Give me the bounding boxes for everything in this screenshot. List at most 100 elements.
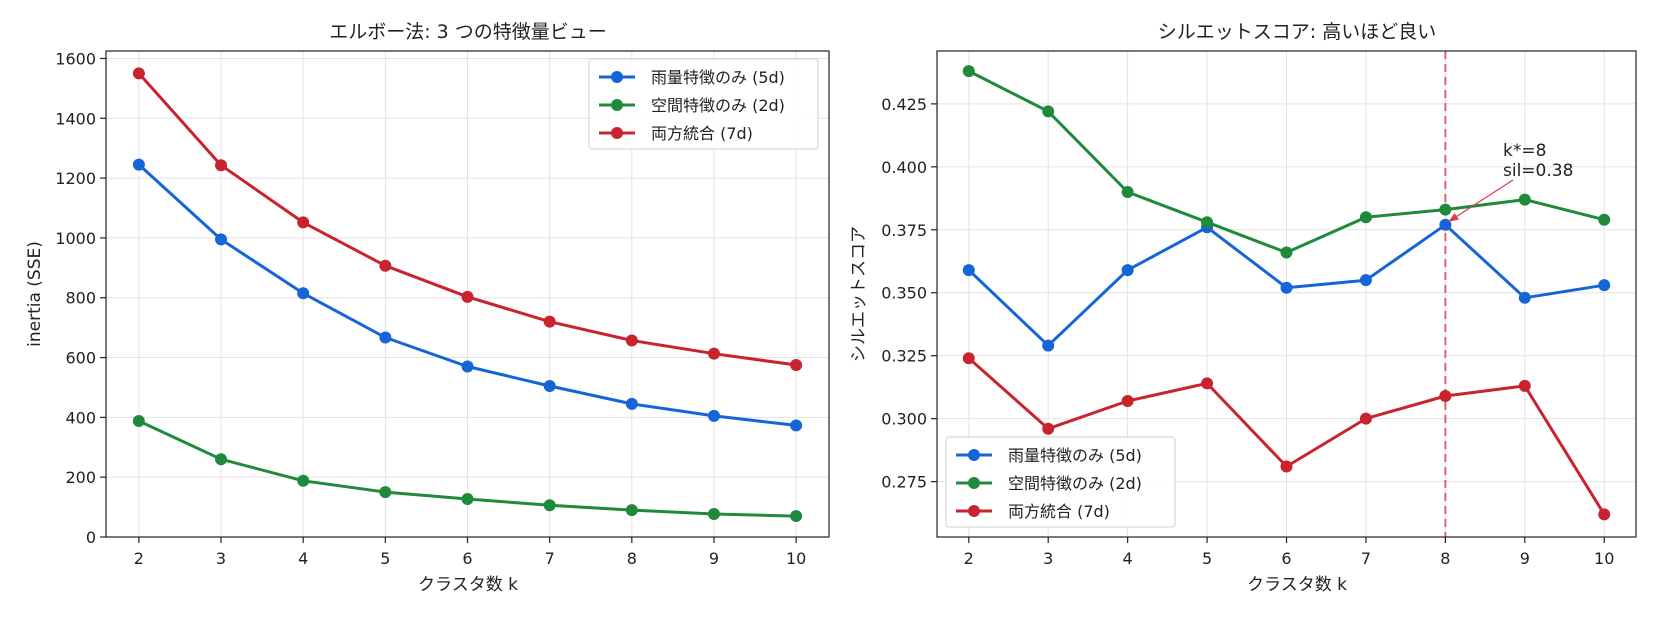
- elbow-data-point: [215, 233, 228, 246]
- elbow-y-tick-label: 200: [65, 468, 96, 487]
- silhouette-data-point: [1359, 412, 1372, 425]
- elbow-data-point: [132, 158, 145, 171]
- silhouette-legend-box: [945, 436, 1176, 528]
- elbow-data-point: [297, 287, 310, 300]
- silhouette-data-point: [1042, 105, 1055, 118]
- elbow-y-tick-label: 400: [65, 408, 96, 427]
- elbow-series-0: [132, 158, 803, 432]
- elbow-data-point: [707, 507, 720, 520]
- silhouette-data-point: [1439, 389, 1452, 402]
- elbow-data-point: [379, 259, 392, 272]
- elbow-y-tick-label: 600: [65, 349, 96, 368]
- elbow-data-point: [625, 334, 638, 347]
- silhouette-data-point: [1359, 274, 1372, 287]
- silhouette-legend-swatch-marker: [968, 449, 980, 461]
- silhouette-series-2: [962, 352, 1611, 521]
- elbow-series-1: [132, 414, 803, 523]
- elbow-data-point: [215, 159, 228, 172]
- silhouette-legend-swatch-marker: [968, 477, 980, 489]
- silhouette-data-point: [1518, 291, 1531, 304]
- silhouette-chart-title: シルエットスコア: 高いほど良い: [1158, 21, 1436, 43]
- silhouette-series-layer: [962, 65, 1611, 521]
- silhouette-data-point: [1518, 193, 1531, 206]
- silhouette-x-tick-label: 2: [964, 549, 974, 568]
- annotation-k-label: k*=8: [1503, 141, 1546, 161]
- silhouette-data-point: [1439, 203, 1452, 216]
- elbow-y-tick-label: 1400: [55, 109, 96, 128]
- silhouette-y-tick-label: 0.425: [881, 95, 927, 114]
- silhouette-x-tick-label: 4: [1123, 549, 1133, 568]
- silhouette-data-point: [1121, 395, 1134, 408]
- silhouette-data-point: [1598, 508, 1611, 521]
- elbow-x-tick-label: 6: [462, 549, 472, 568]
- silhouette-data-point: [1121, 264, 1134, 277]
- elbow-legend: 雨量特徴のみ (5d) 空間特徴のみ (2d) 両方統合 (7d): [588, 58, 819, 150]
- silhouette-data-point: [1201, 216, 1214, 229]
- elbow-x-tick-label: 8: [627, 549, 637, 568]
- elbow-x-tick-label: 9: [709, 549, 719, 568]
- elbow-data-point: [707, 347, 720, 360]
- elbow-x-tick-label: 3: [216, 549, 226, 568]
- elbow-series-layer: [132, 67, 803, 523]
- silhouette-x-ticks: 2 3 4 5 6 7 8 9 10: [964, 537, 1614, 568]
- elbow-data-point: [379, 486, 392, 499]
- silhouette-x-tick-label: 9: [1520, 549, 1530, 568]
- silhouette-data-point: [1121, 186, 1134, 199]
- silhouette-series-1: [962, 65, 1611, 259]
- silhouette-x-tick-label: 6: [1281, 549, 1291, 568]
- elbow-x-tick-label: 10: [786, 549, 806, 568]
- elbow-x-tick-label: 7: [545, 549, 555, 568]
- silhouette-x-tick-label: 10: [1594, 549, 1614, 568]
- elbow-series-2: [132, 67, 803, 372]
- silhouette-data-point: [1518, 379, 1531, 392]
- elbow-legend-label: 空間特徴のみ (2d): [651, 96, 785, 115]
- elbow-data-point: [215, 453, 228, 466]
- silhouette-data-point: [1201, 377, 1214, 390]
- silhouette-y-tick-label: 0.375: [881, 221, 927, 240]
- silhouette-chart: シルエットスコア: 高いほど良い 2 3 4 5 6 7 8 9 10 0.2750.3000.…: [849, 21, 1637, 595]
- elbow-data-point: [132, 414, 145, 427]
- silhouette-legend-label: 空間特徴のみ (2d): [1008, 474, 1142, 493]
- silhouette-x-tick-label: 7: [1361, 549, 1371, 568]
- silhouette-legend-label: 雨量特徴のみ (5d): [1008, 446, 1142, 465]
- elbow-y-tick-label: 1600: [55, 49, 96, 68]
- silhouette-data-point: [1598, 279, 1611, 292]
- annotation-arrow-head: [1448, 212, 1459, 222]
- elbow-data-point: [543, 315, 556, 328]
- elbow-y-ticks: 0 200 400 600 800 1000 1200 1400 1600: [55, 49, 106, 547]
- elbow-y-tick-label: 0: [86, 528, 96, 547]
- silhouette-y-tick-label: 0.300: [881, 410, 927, 429]
- elbow-data-point: [790, 359, 803, 372]
- silhouette-legend: 雨量特徴のみ (5d) 空間特徴のみ (2d) 両方統合 (7d): [945, 436, 1176, 528]
- silhouette-data-point: [1598, 213, 1611, 226]
- elbow-y-tick-label: 800: [65, 289, 96, 308]
- silhouette-y-tick-label: 0.275: [881, 473, 927, 492]
- elbow-x-ticks: 2 3 4 5 6 7 8 9 10: [134, 537, 806, 568]
- elbow-legend-swatch-marker: [611, 127, 623, 139]
- elbow-data-point: [461, 493, 474, 506]
- silhouette-y-tick-label: 0.325: [881, 347, 927, 366]
- elbow-data-point: [297, 474, 310, 487]
- elbow-legend-label: 両方統合 (7d): [651, 124, 753, 143]
- silhouette-legend-swatch-marker: [968, 505, 980, 517]
- elbow-data-point: [790, 510, 803, 523]
- silhouette-y-axis-label: シルエットスコア: [849, 226, 869, 362]
- elbow-x-axis-label: クラスタ数 k: [418, 575, 518, 595]
- elbow-legend-box: [588, 58, 819, 150]
- elbow-x-tick-label: 5: [380, 549, 390, 568]
- elbow-legend-label: 雨量特徴のみ (5d): [651, 68, 785, 87]
- elbow-data-point: [625, 504, 638, 517]
- elbow-x-tick-label: 2: [134, 549, 144, 568]
- silhouette-x-axis-label: クラスタ数 k: [1247, 575, 1347, 595]
- silhouette-y-tick-label: 0.400: [881, 158, 927, 177]
- silhouette-data-point: [962, 352, 975, 365]
- silhouette-data-point: [1359, 211, 1372, 224]
- elbow-y-axis-label: inertia (SSE): [25, 241, 45, 347]
- silhouette-data-point: [1042, 422, 1055, 435]
- elbow-legend-swatch-marker: [611, 99, 623, 111]
- elbow-y-tick-label: 1200: [55, 169, 96, 188]
- elbow-data-point: [543, 379, 556, 392]
- elbow-chart: エルボー法: 3 つの特徴量ビュー 2 3 4 5 6 7 8 9 10 0 200 400 600 8…: [25, 21, 830, 595]
- silhouette-x-tick-label: 8: [1440, 549, 1450, 568]
